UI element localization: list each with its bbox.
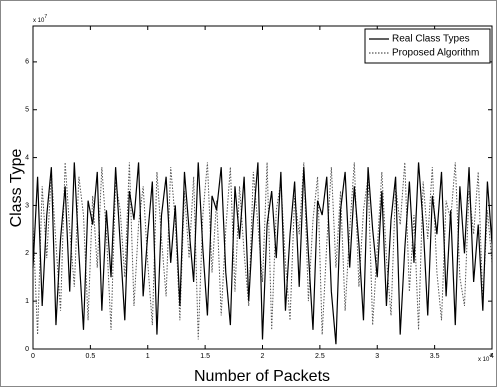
y-multiplier-exponent: 7 xyxy=(44,14,47,20)
x-tick-label: 3 xyxy=(375,353,379,360)
y-tick-label: 1 xyxy=(25,298,29,305)
x-tick-label: 3.5 xyxy=(430,353,440,360)
x-tick-label: 1.5 xyxy=(200,353,210,360)
y-tick-label: 0 xyxy=(25,346,29,353)
y-tick-label: 6 xyxy=(25,59,29,66)
y-multiplier-base: x 10 xyxy=(33,18,45,24)
y-tick-label: 3 xyxy=(25,202,29,209)
x-axis-label: Number of Packets xyxy=(194,368,330,385)
data-line xyxy=(32,162,493,340)
x-tick-label: 2 xyxy=(261,353,265,360)
x-multiplier-exponent: 4 xyxy=(489,353,492,359)
y-tick-label: 5 xyxy=(25,107,29,114)
x-multiplier-base: x 10 xyxy=(478,357,490,363)
y-multiplier: x 107 xyxy=(33,14,47,23)
x-tick-label: 0.5 xyxy=(86,353,96,360)
x-multiplier: x 104 xyxy=(478,353,492,362)
y-tick-label: 2 xyxy=(25,250,29,257)
legend-label: Real Class Types xyxy=(392,34,470,45)
y-tick-label: 4 xyxy=(25,154,29,161)
legend-label: Proposed Algorithm xyxy=(392,48,479,59)
plot-area xyxy=(33,26,492,349)
x-tick-label: 1 xyxy=(146,353,150,360)
x-tick-label: 2.5 xyxy=(315,353,325,360)
y-axis-label: Class Type xyxy=(8,148,25,227)
data-line xyxy=(32,162,493,345)
legend-box xyxy=(364,28,491,64)
plot-border xyxy=(32,25,493,350)
x-tick-label: 4 xyxy=(490,353,494,360)
x-tick-label: 0 xyxy=(31,353,35,360)
